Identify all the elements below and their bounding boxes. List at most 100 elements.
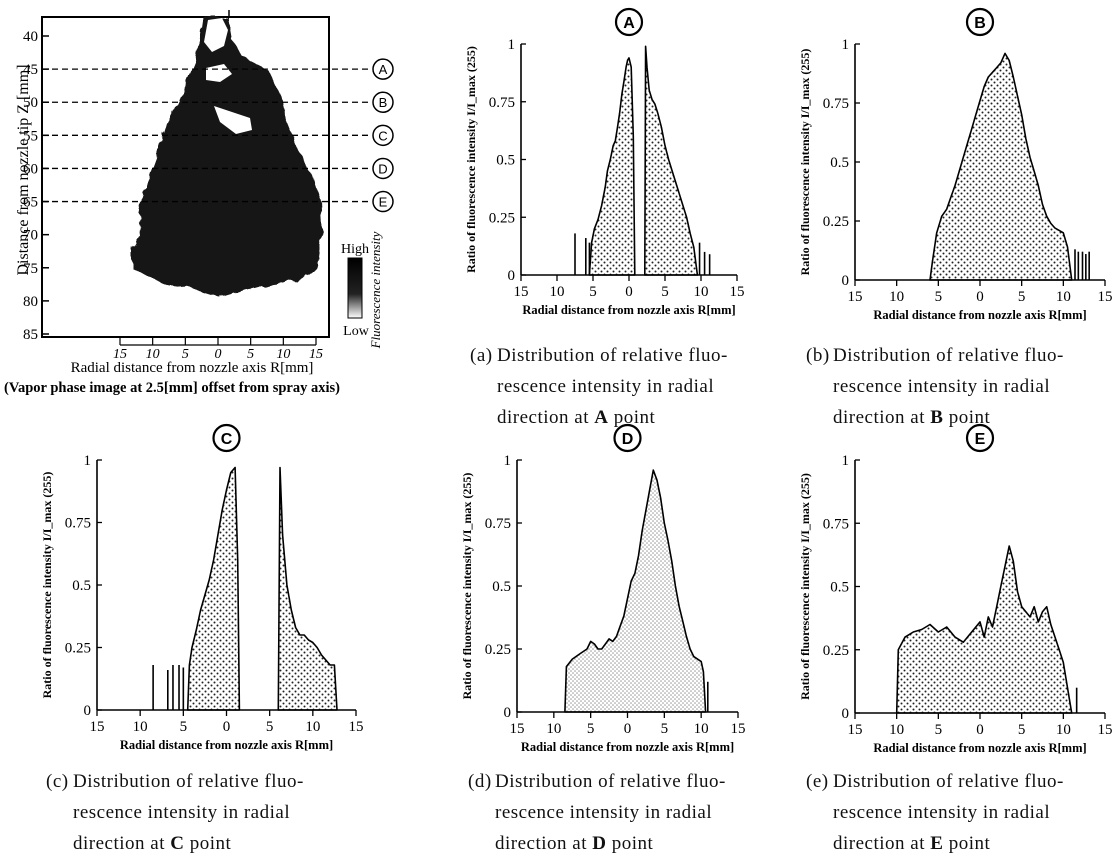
x-tick-label: 5 bbox=[266, 719, 274, 735]
caption-line: point bbox=[184, 833, 232, 854]
y-tick-label: 0.5 bbox=[830, 580, 849, 596]
y-tick-label: 0.75 bbox=[65, 516, 91, 532]
y-tick-label: 1 bbox=[508, 37, 516, 53]
vapor-cloud-image bbox=[132, 17, 322, 298]
x-tick-label: 15 bbox=[90, 719, 105, 735]
x-tick-label: 10 bbox=[546, 721, 561, 737]
image-ytick-label: 70 bbox=[23, 228, 38, 244]
image-ytick-label: 65 bbox=[23, 195, 38, 211]
caption-e: (e) Distribution of relative fluo- resce… bbox=[806, 766, 1106, 860]
caption-line: direction at bbox=[497, 407, 595, 428]
panel-badge-label: A bbox=[623, 15, 635, 32]
y-axis-label: Ratio of fluorescence intensity I/I_max … bbox=[40, 472, 54, 699]
y-tick-label: 0 bbox=[84, 703, 92, 719]
panel-badge-label: B bbox=[974, 15, 986, 32]
x-axis-label: Radial distance from nozzle axis R[mm] bbox=[873, 308, 1086, 322]
x-tick-label: 5 bbox=[1018, 722, 1026, 738]
x-tick-label: 5 bbox=[1018, 289, 1026, 305]
y-tick-label: 0.75 bbox=[485, 516, 511, 532]
panel-badge-label: C bbox=[221, 431, 233, 448]
caption-line: point bbox=[943, 833, 991, 854]
x-tick-label: 5 bbox=[589, 284, 597, 300]
caption-line: point bbox=[606, 833, 654, 854]
caption-tag: (b) bbox=[806, 345, 830, 366]
y-tick-label: 0 bbox=[504, 705, 512, 721]
x-tick-label: 5 bbox=[661, 721, 669, 737]
image-ylabel: Distance from nozzle tip Z [mm] bbox=[15, 64, 32, 275]
x-axis-label: Radial distance from nozzle axis R[mm] bbox=[522, 303, 735, 317]
marker-label-d: D bbox=[378, 161, 387, 176]
x-tick-label: 10 bbox=[889, 722, 904, 738]
caption-line: Distribution of relative fluo- bbox=[73, 771, 304, 792]
series-area bbox=[564, 469, 707, 713]
x-tick-label: 15 bbox=[731, 721, 746, 737]
image-ytick-label: 75 bbox=[23, 261, 38, 277]
caption-line: direction at bbox=[833, 833, 931, 854]
x-tick-label: 5 bbox=[587, 721, 595, 737]
y-axis-label: Ratio of fluorescence intensity I/I_max … bbox=[798, 49, 812, 276]
caption-line: rescence intensity in radial bbox=[495, 802, 713, 823]
y-tick-label: 0.5 bbox=[830, 155, 849, 171]
chart-e: 0 0.25 0.5 0.75 1 15 10 5 0 5 10 15 Radial distance … bbox=[798, 423, 1113, 755]
series-area bbox=[588, 57, 636, 276]
marker-label-a: A bbox=[379, 62, 388, 77]
y-tick-label: 0 bbox=[842, 706, 850, 722]
chart-d: 0 0.25 0.5 0.75 1 15 10 5 0 5 10 15 Radial distance … bbox=[460, 423, 746, 754]
y-tick-label: 0.25 bbox=[489, 210, 515, 226]
y-tick-label: 0.25 bbox=[485, 642, 511, 658]
panel-badge bbox=[613, 423, 642, 453]
x-tick-label: 0 bbox=[624, 721, 632, 737]
caption-line: Distribution of relative fluo- bbox=[833, 771, 1064, 792]
x-tick-label: 0 bbox=[976, 289, 984, 305]
x-tick-label: 0 bbox=[976, 722, 984, 738]
marker-label-c: C bbox=[378, 128, 387, 143]
caption-d: (d) Distribution of relative fluo- resce… bbox=[468, 766, 768, 860]
caption-line: direction at bbox=[833, 407, 931, 428]
y-axis-label: Ratio of fluorescence intensity I/I_max … bbox=[464, 46, 478, 273]
y-tick-label: 0.5 bbox=[72, 578, 91, 594]
x-tick-label: 10 bbox=[550, 284, 565, 300]
caption-a: (a) Distribution of relative fluo- resce… bbox=[470, 340, 770, 440]
y-tick-label: 1 bbox=[84, 453, 92, 469]
image-xtick-label: 5 bbox=[182, 347, 189, 362]
y-tick-label: 0.25 bbox=[823, 643, 849, 659]
series-area bbox=[929, 52, 1073, 281]
x-tick-label: 15 bbox=[514, 284, 529, 300]
marker-circle-a bbox=[372, 58, 394, 80]
y-tick-label: 0.75 bbox=[823, 96, 849, 112]
x-tick-label: 15 bbox=[848, 289, 863, 305]
series-area bbox=[895, 545, 1073, 714]
image-xtick-label: 5 bbox=[247, 347, 254, 362]
x-tick-label: 15 bbox=[349, 719, 364, 735]
x-tick-label: 15 bbox=[730, 284, 745, 300]
y-tick-label: 0 bbox=[842, 273, 850, 289]
image-xtick-label: 0 bbox=[215, 347, 222, 362]
marker-label-b: B bbox=[379, 95, 388, 110]
y-tick-label: 1 bbox=[504, 453, 512, 469]
series-area bbox=[644, 45, 699, 276]
caption-line: rescence intensity in radial bbox=[73, 802, 291, 823]
image-ytick-label: 50 bbox=[23, 95, 38, 111]
y-tick-label: 0.75 bbox=[489, 95, 515, 111]
image-xlabel: Radial distance from nozzle axis R[mm] bbox=[71, 360, 314, 376]
image-xtick-label: 15 bbox=[113, 347, 127, 362]
marker-circle-b bbox=[372, 91, 394, 113]
x-tick-label: 10 bbox=[1056, 289, 1071, 305]
image-ytick-label: 60 bbox=[23, 161, 38, 177]
image-xtick-label: 10 bbox=[276, 347, 290, 362]
caption-line: rescence intensity in radial bbox=[833, 802, 1051, 823]
marker-circle-d bbox=[372, 157, 394, 180]
x-tick-label: 15 bbox=[1098, 722, 1113, 738]
image-ytick-label: 45 bbox=[23, 62, 38, 78]
x-tick-label: 15 bbox=[848, 722, 863, 738]
chart-b: 0 0.25 0.5 0.75 1 15 10 5 0 5 10 15 Radial distance … bbox=[798, 7, 1113, 322]
x-tick-label: 10 bbox=[694, 721, 709, 737]
caption-point: A bbox=[594, 407, 609, 428]
image-ytick-label: 40 bbox=[23, 29, 38, 45]
panel-badge bbox=[614, 7, 644, 37]
image-xtick-label: 10 bbox=[146, 347, 160, 362]
panel-badge bbox=[965, 423, 995, 453]
x-tick-label: 15 bbox=[1098, 289, 1113, 305]
marker-circle-c bbox=[372, 124, 394, 147]
